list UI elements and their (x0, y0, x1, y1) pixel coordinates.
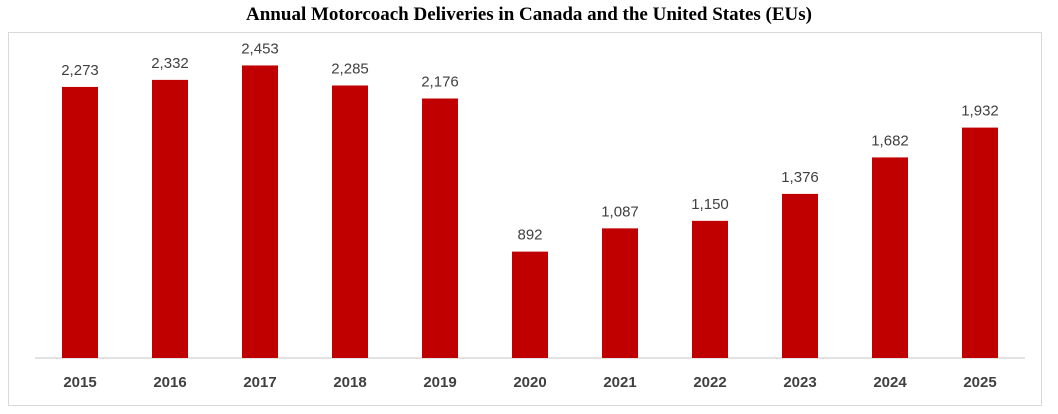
category-label-2018: 2018 (333, 374, 366, 391)
bar-2017 (242, 65, 278, 359)
category-label-2024: 2024 (873, 374, 907, 391)
value-labels-group: 2,273 2,332 2,453 2,285 2,176 892 1,087 1,150 1,… (61, 40, 999, 243)
bars-group (62, 65, 998, 359)
bar-2024 (872, 157, 908, 358)
chart-frame (8, 32, 1042, 406)
bar-2020 (512, 251, 548, 358)
bar-2022 (692, 220, 728, 358)
category-label-2022: 2022 (693, 374, 726, 391)
value-label-2023: 1,376 (781, 169, 819, 186)
value-label-2025: 1,932 (961, 103, 999, 120)
value-label-2020: 892 (517, 227, 542, 244)
bar-2018 (332, 85, 368, 359)
value-label-2016: 2,332 (151, 55, 189, 72)
category-labels-group: 2015 2016 2017 2018 2019 2020 2021 2022 2023 2024… (63, 374, 996, 391)
category-label-2023: 2023 (783, 374, 816, 391)
bar-2019 (422, 98, 458, 358)
bar-2023 (782, 193, 818, 358)
category-label-2025: 2025 (963, 374, 996, 391)
value-label-2019: 2,176 (421, 73, 459, 90)
bar-2025 (962, 127, 998, 358)
value-label-2015: 2,273 (61, 62, 99, 79)
category-label-2017: 2017 (243, 374, 276, 391)
value-label-2024: 1,682 (871, 132, 909, 149)
category-label-2015: 2015 (63, 374, 96, 391)
chart-title: Annual Motorcoach Deliveries in Canada a… (246, 4, 812, 25)
bar-2016 (152, 79, 188, 359)
value-label-2018: 2,285 (331, 60, 369, 77)
bar-2015 (62, 86, 98, 358)
category-label-2020: 2020 (513, 374, 546, 391)
value-label-2017: 2,453 (241, 40, 279, 57)
category-label-2016: 2016 (153, 374, 186, 391)
category-label-2021: 2021 (603, 374, 636, 391)
category-label-2019: 2019 (423, 374, 456, 391)
value-label-2021: 1,087 (601, 203, 639, 220)
bar-2021 (602, 228, 638, 358)
value-label-2022: 1,150 (691, 196, 729, 213)
